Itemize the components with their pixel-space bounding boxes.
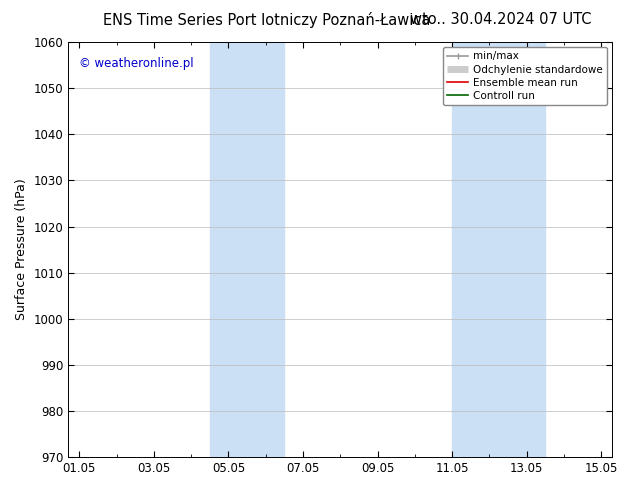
Bar: [452, 42, 545, 457]
Y-axis label: Surface Pressure (hPa): Surface Pressure (hPa): [15, 179, 28, 320]
Text: © weatheronline.pl: © weatheronline.pl: [79, 56, 193, 70]
Bar: [210, 42, 285, 457]
Text: wto.. 30.04.2024 07 UTC: wto.. 30.04.2024 07 UTC: [410, 12, 592, 27]
Legend: min/max, Odchylenie standardowe, Ensemble mean run, Controll run: min/max, Odchylenie standardowe, Ensembl…: [443, 47, 607, 105]
Text: ENS Time Series Port lotniczy Poznań-Ławica: ENS Time Series Port lotniczy Poznań-Ław…: [103, 12, 430, 28]
